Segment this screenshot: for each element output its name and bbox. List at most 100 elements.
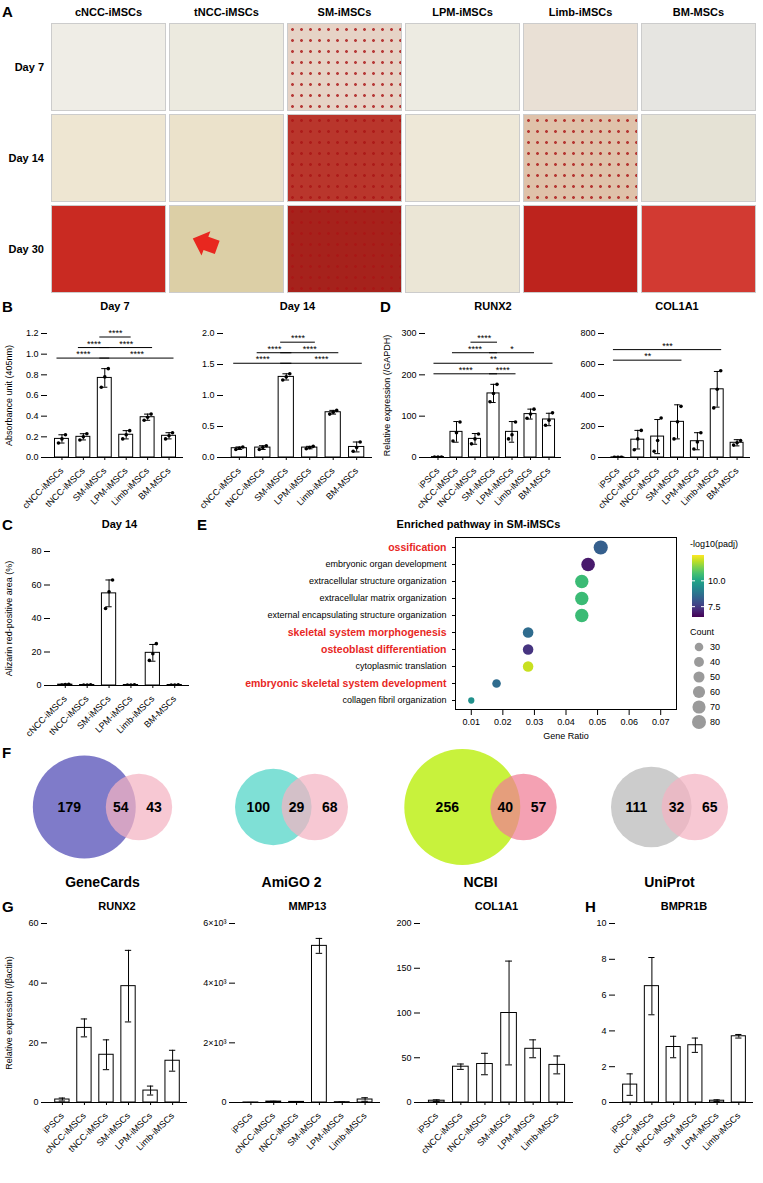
- svg-text:****: ****: [496, 365, 511, 375]
- svg-text:40: 40: [710, 657, 720, 667]
- svg-text:1.5: 1.5: [202, 359, 215, 369]
- svg-text:100: 100: [247, 799, 271, 815]
- svg-text:Absorbance unit (405nm): Absorbance unit (405nm): [4, 345, 14, 446]
- svg-text:****: ****: [468, 344, 483, 354]
- svg-text:0: 0: [411, 452, 416, 462]
- svg-text:300: 300: [401, 328, 416, 338]
- svg-text:600: 600: [580, 359, 595, 369]
- svg-text:****: ****: [268, 344, 283, 354]
- svg-text:****: ****: [303, 344, 318, 354]
- svg-text:UniProt: UniProt: [644, 874, 695, 890]
- svg-text:0.07: 0.07: [652, 717, 670, 727]
- svg-text:0.5: 0.5: [202, 421, 215, 431]
- svg-text:external encapsulating structu: external encapsulating structure organiz…: [267, 610, 446, 620]
- svg-text:***: ***: [662, 341, 673, 351]
- svg-text:embryonic organ development: embryonic organ development: [325, 559, 447, 569]
- svg-text:200: 200: [580, 421, 595, 431]
- svg-text:150: 150: [396, 963, 411, 973]
- svg-text:0: 0: [36, 680, 41, 690]
- svg-text:0.0: 0.0: [26, 452, 39, 462]
- svg-text:111: 111: [625, 799, 647, 815]
- svg-text:**: **: [644, 351, 652, 361]
- svg-text:4×10³: 4×10³: [203, 978, 226, 988]
- svg-text:****: ****: [291, 333, 306, 343]
- svg-text:****: ****: [477, 333, 492, 343]
- svg-text:200: 200: [401, 370, 416, 380]
- svg-text:32: 32: [669, 799, 685, 815]
- svg-text:Relative expression (/GAPDH): Relative expression (/GAPDH): [382, 335, 392, 457]
- svg-text:80: 80: [710, 717, 720, 727]
- svg-text:NCBI: NCBI: [463, 874, 497, 890]
- svg-text:6×10³: 6×10³: [203, 918, 226, 928]
- svg-text:****: ****: [314, 354, 329, 364]
- svg-text:skeletal system morphogenesis: skeletal system morphogenesis: [288, 626, 447, 638]
- svg-text:****: ****: [256, 354, 271, 364]
- svg-text:****: ****: [76, 349, 91, 359]
- svg-text:osteoblast differentiation: osteoblast differentiation: [321, 643, 446, 655]
- svg-text:256: 256: [436, 799, 460, 815]
- svg-text:Limb-iMSCs: Limb-iMSCs: [701, 1110, 743, 1152]
- svg-text:BM-MSCs: BM-MSCs: [136, 465, 172, 501]
- svg-text:60: 60: [710, 687, 720, 697]
- svg-text:10: 10: [596, 918, 606, 928]
- svg-text:800: 800: [580, 328, 595, 338]
- svg-text:0.4: 0.4: [26, 411, 39, 421]
- svg-text:Limb-iMSCs: Limb-iMSCs: [519, 1110, 561, 1152]
- svg-text:1.0: 1.0: [202, 390, 215, 400]
- svg-text:0.0: 0.0: [202, 452, 215, 462]
- svg-text:30: 30: [710, 642, 720, 652]
- svg-text:Limb-iMSCs: Limb-iMSCs: [327, 1110, 369, 1152]
- svg-text:7.5: 7.5: [708, 602, 721, 612]
- svg-text:**: **: [490, 354, 498, 364]
- svg-text:80: 80: [31, 546, 41, 556]
- svg-text:BM-MSCs: BM-MSCs: [142, 693, 178, 729]
- svg-text:GeneCards: GeneCards: [65, 874, 140, 890]
- svg-text:extracellular matrix organizat: extracellular matrix organization: [319, 593, 446, 603]
- svg-text:40: 40: [31, 613, 41, 623]
- svg-text:embryonic skeletal system deve: embryonic skeletal system development: [245, 677, 447, 689]
- svg-text:0: 0: [33, 1097, 38, 1107]
- svg-text:*: *: [510, 344, 514, 354]
- svg-text:Count: Count: [690, 627, 715, 637]
- svg-text:0.06: 0.06: [620, 717, 638, 727]
- svg-text:Relative expression (/βactin): Relative expression (/βactin): [4, 956, 14, 1070]
- svg-text:BM-MSCs: BM-MSCs: [324, 465, 360, 501]
- svg-text:10.0: 10.0: [708, 576, 726, 586]
- svg-text:1.2: 1.2: [26, 328, 39, 338]
- svg-text:0.04: 0.04: [557, 717, 575, 727]
- svg-text:54: 54: [113, 799, 129, 815]
- svg-text:100: 100: [401, 411, 416, 421]
- svg-text:179: 179: [58, 799, 82, 815]
- svg-text:0.03: 0.03: [526, 717, 544, 727]
- svg-text:****: ****: [130, 349, 145, 359]
- svg-text:60: 60: [31, 580, 41, 590]
- svg-text:Gene Ratio: Gene Ratio: [543, 731, 589, 741]
- svg-text:4: 4: [601, 1026, 606, 1036]
- svg-text:2.0: 2.0: [202, 328, 215, 338]
- svg-text:ossification: ossification: [388, 541, 446, 553]
- svg-text:0: 0: [601, 1097, 606, 1107]
- svg-text:cytoplasmic translation: cytoplasmic translation: [355, 661, 446, 671]
- svg-text:Alizarin red-positive area (%): Alizarin red-positive area (%): [4, 561, 14, 677]
- svg-text:8: 8: [601, 954, 606, 964]
- svg-text:200: 200: [396, 918, 411, 928]
- svg-text:50: 50: [401, 1053, 411, 1063]
- svg-text:40: 40: [28, 978, 38, 988]
- svg-text:collagen fibril organization: collagen fibril organization: [342, 695, 446, 705]
- svg-text:0: 0: [221, 1097, 226, 1107]
- svg-text:BM-MSCs: BM-MSCs: [516, 465, 552, 501]
- svg-text:****: ****: [119, 339, 134, 349]
- svg-text:AmiGO 2: AmiGO 2: [262, 874, 322, 890]
- svg-text:2: 2: [601, 1062, 606, 1072]
- svg-text:0: 0: [590, 452, 595, 462]
- svg-text:60: 60: [28, 918, 38, 928]
- svg-text:70: 70: [710, 702, 720, 712]
- svg-text:50: 50: [710, 672, 720, 682]
- svg-text:100: 100: [396, 1008, 411, 1018]
- svg-text:extracellular structure organi: extracellular structure organization: [309, 576, 447, 586]
- svg-text:1.0: 1.0: [26, 349, 39, 359]
- svg-text:****: ****: [108, 328, 123, 338]
- svg-text:0.8: 0.8: [26, 370, 39, 380]
- svg-text:29: 29: [289, 799, 305, 815]
- svg-text:BM-MSCs: BM-MSCs: [704, 465, 740, 501]
